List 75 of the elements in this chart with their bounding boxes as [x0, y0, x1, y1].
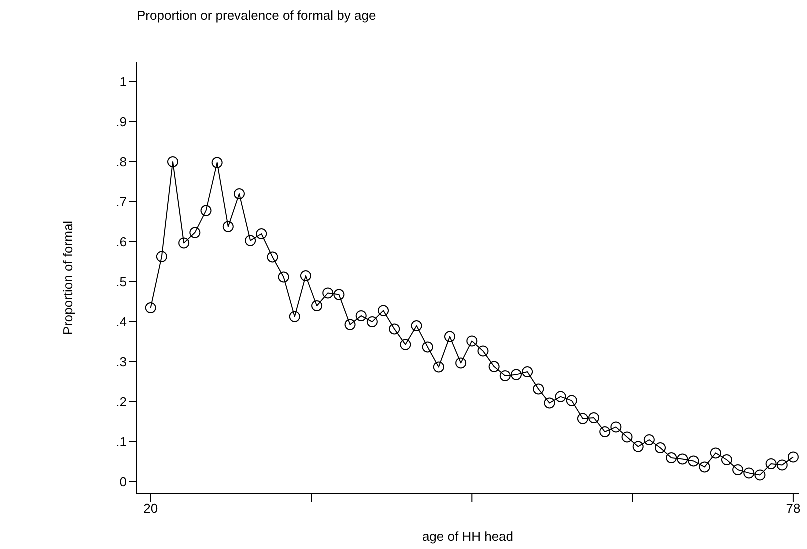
point	[478, 346, 489, 357]
point	[555, 391, 566, 402]
point	[400, 339, 412, 350]
y-tick-label: .7	[116, 194, 127, 210]
point	[721, 454, 732, 466]
point	[322, 288, 334, 299]
y-tick-label: 0	[120, 474, 127, 490]
point	[788, 452, 799, 463]
x-axis-title: age of HH head	[422, 529, 514, 544]
point	[378, 305, 390, 316]
point	[389, 324, 400, 335]
point	[278, 272, 290, 283]
point	[566, 395, 578, 406]
point	[500, 370, 511, 382]
point	[456, 358, 467, 369]
y-tick-label: .6	[116, 234, 127, 250]
point	[632, 441, 644, 452]
point	[245, 235, 256, 246]
point	[156, 251, 168, 262]
point	[344, 319, 356, 330]
chart-title: Proportion or prevalence of formal by age	[137, 8, 376, 23]
y-tick-label: .5	[116, 274, 127, 290]
point	[666, 452, 678, 464]
point	[190, 227, 201, 238]
point	[688, 456, 700, 467]
point	[588, 412, 600, 424]
point	[655, 442, 666, 454]
point	[488, 361, 500, 372]
point	[710, 448, 722, 459]
point	[300, 270, 312, 282]
y-tick-label: 1	[120, 74, 127, 90]
point	[600, 426, 611, 438]
y-tick-label: .9	[116, 114, 127, 130]
point	[422, 342, 434, 353]
point	[168, 156, 179, 168]
point	[610, 422, 622, 433]
point	[466, 336, 478, 347]
point	[776, 460, 788, 471]
point	[544, 398, 556, 409]
point	[744, 468, 755, 479]
point	[267, 252, 278, 263]
point	[145, 302, 156, 314]
point	[522, 366, 534, 378]
point	[732, 464, 744, 476]
point	[533, 384, 544, 395]
y-tick-label: .3	[116, 354, 127, 370]
point	[444, 331, 456, 342]
point	[622, 432, 633, 443]
y-tick-label: .8	[116, 154, 127, 170]
point	[256, 228, 268, 240]
point	[200, 205, 212, 216]
y-tick-label: .2	[116, 394, 127, 410]
point	[754, 470, 766, 481]
x-tick-label: 78	[786, 501, 801, 516]
point	[644, 434, 655, 446]
point	[411, 320, 422, 332]
point	[356, 310, 367, 322]
point	[766, 458, 777, 470]
y-tick-label: .4	[116, 314, 127, 330]
y-tick-label: .1	[116, 434, 127, 450]
x-tick-label: 20	[144, 501, 158, 516]
point	[433, 362, 444, 373]
point	[212, 157, 223, 168]
point	[699, 462, 710, 473]
point	[289, 311, 300, 322]
point	[366, 316, 378, 328]
point	[234, 188, 245, 200]
point	[222, 221, 234, 232]
point	[577, 413, 588, 424]
point	[334, 289, 345, 300]
point	[312, 300, 323, 312]
point	[178, 238, 190, 249]
point	[510, 369, 522, 380]
point	[677, 454, 688, 465]
y-axis-title: Proportion of formal	[60, 220, 76, 336]
